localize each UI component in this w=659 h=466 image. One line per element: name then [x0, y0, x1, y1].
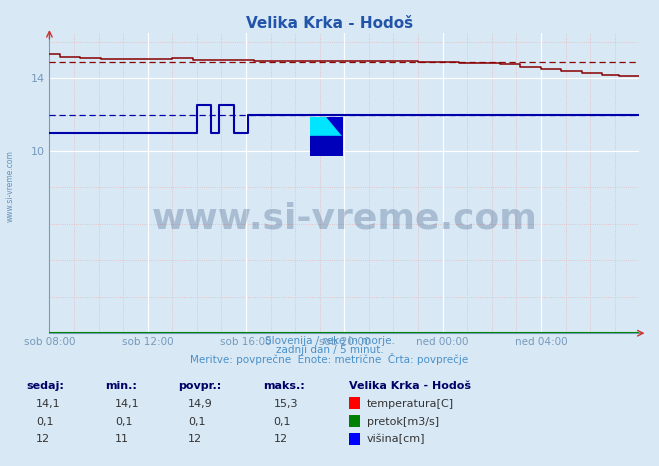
Text: 0,1: 0,1 [115, 417, 133, 426]
Text: 0,1: 0,1 [36, 417, 54, 426]
Text: 12: 12 [188, 434, 202, 444]
Polygon shape [327, 116, 343, 137]
Polygon shape [310, 116, 343, 137]
Text: www.si-vreme.com: www.si-vreme.com [152, 202, 537, 236]
Text: www.si-vreme.com: www.si-vreme.com [5, 151, 14, 222]
Text: višina[cm]: višina[cm] [367, 434, 426, 444]
Text: pretok[m3/s]: pretok[m3/s] [367, 417, 439, 426]
Polygon shape [310, 116, 327, 137]
Text: Velika Krka - Hodoš: Velika Krka - Hodoš [246, 16, 413, 31]
Text: min.:: min.: [105, 381, 137, 391]
Text: Meritve: povprečne  Enote: metrične  Črta: povprečje: Meritve: povprečne Enote: metrične Črta:… [190, 353, 469, 364]
Text: 12: 12 [273, 434, 287, 444]
Text: 12: 12 [36, 434, 50, 444]
Text: 11: 11 [115, 434, 129, 444]
Text: maks.:: maks.: [264, 381, 305, 391]
Text: zadnji dan / 5 minut.: zadnji dan / 5 minut. [275, 345, 384, 355]
Text: Velika Krka - Hodoš: Velika Krka - Hodoš [349, 381, 471, 391]
Text: 0,1: 0,1 [188, 417, 206, 426]
Text: 15,3: 15,3 [273, 399, 298, 409]
Text: sedaj:: sedaj: [26, 381, 64, 391]
Polygon shape [327, 116, 343, 137]
Polygon shape [310, 137, 343, 156]
Text: 0,1: 0,1 [273, 417, 291, 426]
Text: temperatura[C]: temperatura[C] [367, 399, 454, 409]
Text: 14,9: 14,9 [188, 399, 213, 409]
Text: povpr.:: povpr.: [178, 381, 221, 391]
Text: 14,1: 14,1 [36, 399, 61, 409]
Text: 14,1: 14,1 [115, 399, 140, 409]
Text: Slovenija / reke in morje.: Slovenija / reke in morje. [264, 336, 395, 346]
